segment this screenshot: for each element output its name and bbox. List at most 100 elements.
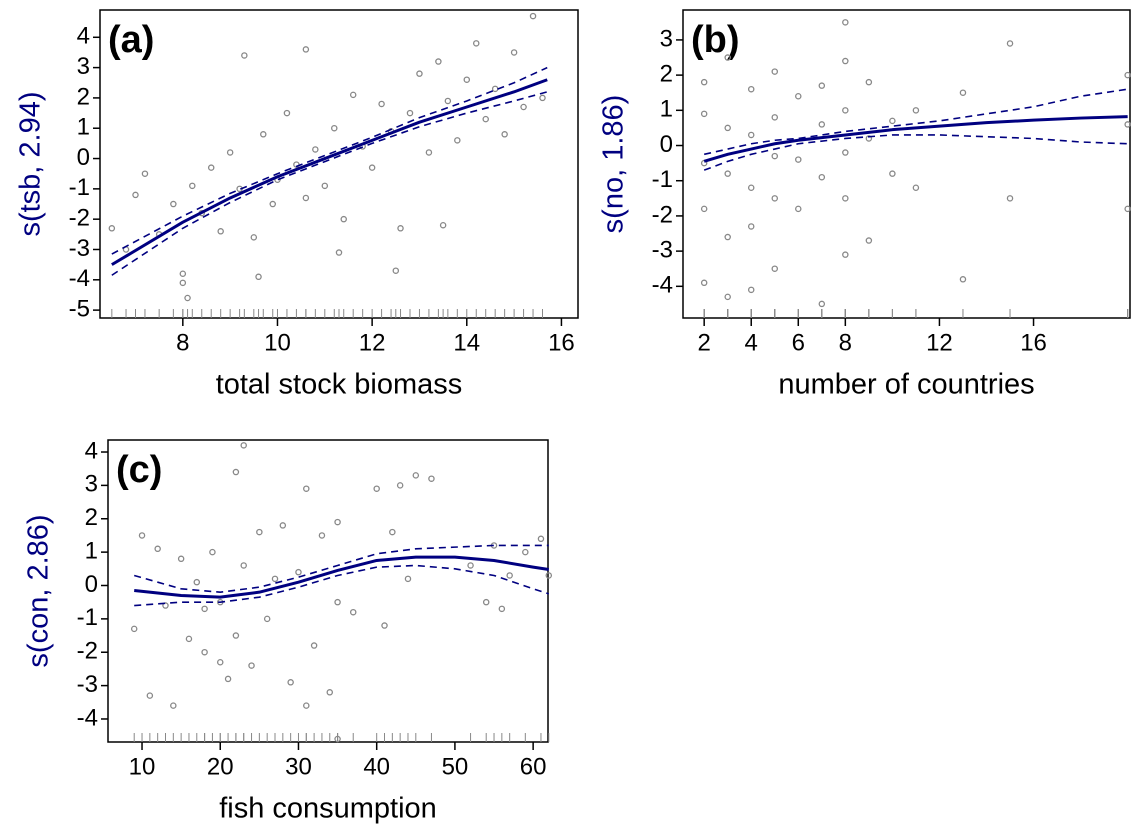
y-axis-label: s(tsb, 2.94)	[15, 91, 47, 236]
data-point	[510, 49, 518, 56]
data-point	[302, 46, 310, 53]
data-point	[392, 267, 400, 274]
data-point	[463, 76, 471, 83]
data-point	[700, 279, 708, 287]
data-point	[331, 124, 338, 132]
x-tick-label: 2	[697, 329, 710, 356]
data-point	[912, 184, 920, 192]
data-point	[1124, 121, 1131, 128]
data-point	[700, 78, 708, 86]
x-tick-label: 4	[745, 329, 758, 356]
fit-line	[134, 555, 550, 599]
confidence-line	[703, 88, 1128, 156]
data-point	[108, 225, 116, 232]
data-point	[506, 572, 513, 579]
data-point	[889, 170, 896, 177]
y-tick-label: 1	[85, 537, 98, 564]
x-tick-label: 12	[926, 329, 953, 356]
data-point	[818, 300, 826, 308]
data-point	[865, 237, 873, 244]
data-point	[146, 692, 154, 699]
y-tick-label: 1	[77, 114, 90, 141]
data-point	[138, 532, 146, 539]
x-tick-label: 8	[839, 329, 852, 356]
x-tick-label: 10	[264, 329, 291, 356]
y-axis-label: s(no, 1.86)	[598, 95, 630, 234]
data-point	[170, 200, 177, 208]
data-point	[412, 472, 420, 479]
data-point	[185, 635, 193, 643]
data-point	[154, 545, 161, 553]
data-point	[248, 662, 255, 669]
y-tick-label: 0	[85, 571, 98, 598]
x-tick-label: 20	[207, 753, 234, 780]
data-point	[335, 249, 343, 256]
y-tick-label: 2	[85, 504, 98, 531]
data-point	[842, 107, 849, 114]
y-tick-label: 0	[77, 144, 90, 171]
data-point	[349, 608, 357, 616]
data-point	[428, 475, 435, 482]
data-point	[260, 131, 267, 138]
data-point	[491, 85, 499, 93]
y-tick-label: -1	[69, 174, 90, 201]
data-point	[232, 468, 240, 476]
data-point	[295, 568, 302, 576]
x-tick-label: 6	[792, 329, 805, 356]
data-point	[522, 548, 529, 556]
data-point	[132, 191, 139, 199]
y-tick-label: -1	[652, 166, 673, 193]
data-point	[529, 12, 537, 20]
x-tick-label: 14	[453, 329, 480, 356]
data-point	[865, 78, 873, 86]
data-point	[279, 522, 287, 529]
data-point	[700, 110, 708, 118]
confidence-line	[703, 134, 1128, 171]
confidence-line	[111, 91, 548, 276]
data-point	[378, 100, 385, 108]
panel-label: (c)	[116, 449, 162, 491]
y-tick-label: 4	[77, 23, 90, 50]
data-point	[310, 642, 318, 649]
data-point	[724, 170, 731, 177]
y-tick-label: -1	[77, 604, 98, 631]
data-point	[482, 115, 489, 123]
data-point	[373, 485, 380, 492]
data-point	[889, 117, 896, 125]
data-point	[795, 156, 802, 163]
x-axis-label: fish consumption	[219, 793, 437, 825]
data-point	[404, 575, 412, 583]
data-point	[771, 265, 779, 272]
y-tick-label: -3	[69, 235, 90, 262]
data-point	[842, 195, 849, 202]
y-tick-label: -2	[652, 201, 673, 228]
x-axis-label: number of countries	[778, 369, 1034, 401]
data-point	[959, 89, 967, 96]
data-point	[842, 19, 849, 26]
data-point	[439, 221, 447, 229]
data-point	[287, 679, 294, 686]
data-point	[501, 131, 508, 138]
y-tick-label: -2	[69, 205, 90, 232]
plot-frame	[107, 439, 549, 743]
data-point	[771, 195, 779, 202]
data-point	[240, 562, 247, 569]
data-point	[444, 97, 452, 105]
data-point	[381, 622, 388, 629]
y-tick-label: 4	[85, 437, 98, 464]
y-tick-label: -4	[652, 272, 673, 299]
data-point	[724, 54, 731, 61]
data-point	[724, 233, 731, 241]
x-tick-label: 50	[442, 753, 469, 780]
fit-line	[703, 115, 1128, 163]
y-tick-label: -2	[77, 638, 98, 665]
data-point	[747, 85, 755, 93]
data-point	[250, 234, 258, 241]
data-point	[396, 482, 404, 489]
data-point	[842, 57, 849, 65]
data-point	[318, 532, 326, 539]
data-point	[1006, 195, 1014, 202]
data-point	[170, 702, 177, 709]
